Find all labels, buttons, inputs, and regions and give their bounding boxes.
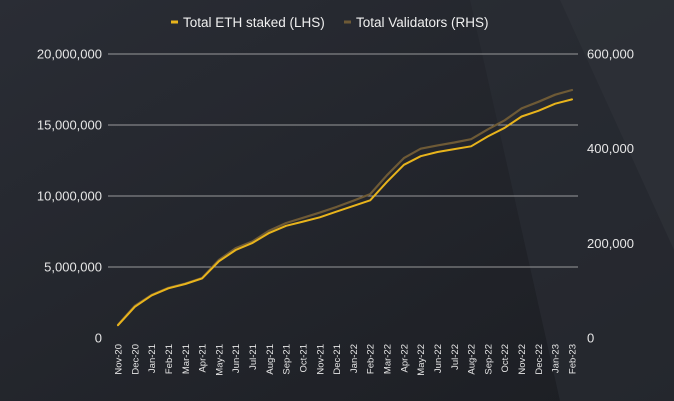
x-tick-label: Jan-21 xyxy=(147,344,158,373)
left-axis: 0 5,000,000 10,000,000 15,000,000 20,000,000 xyxy=(37,47,102,346)
x-tick-label: Jan-22 xyxy=(349,344,360,373)
legend-label: Total ETH staked (LHS) xyxy=(183,15,325,30)
x-tick-label: Nov-20 xyxy=(114,344,125,375)
left-tick-label: 5,000,000 xyxy=(44,260,102,275)
legend: Total ETH staked (LHS) Total Validators (… xyxy=(171,15,489,30)
right-tick-label: 200,000 xyxy=(587,236,634,251)
series-line-eth-staked xyxy=(117,98,573,327)
left-tick-label: 10,000,000 xyxy=(37,189,102,204)
x-tick-label: May-21 xyxy=(214,344,225,376)
right-tick-label: 0 xyxy=(587,331,594,346)
x-tick-label: Dec-21 xyxy=(332,344,343,375)
x-tick-label: Sep-22 xyxy=(483,344,494,375)
x-tick-label: Nov-22 xyxy=(517,344,528,375)
x-tick-label: Mar-21 xyxy=(181,344,192,374)
left-tick-label: 0 xyxy=(95,331,102,346)
left-tick-label: 20,000,000 xyxy=(37,47,102,62)
x-axis: Nov-20 Dec-20 Jan-21 Feb-21 Mar-21 Apr-21 May-… xyxy=(114,344,579,376)
x-tick-label: Aug-21 xyxy=(265,344,276,375)
x-tick-label: Apr-22 xyxy=(399,344,410,373)
right-axis: 0 200,000 400,000 600,000 xyxy=(587,47,634,346)
x-tick-label: Jun-22 xyxy=(433,344,444,373)
right-tick-label: 400,000 xyxy=(587,141,634,156)
x-tick-label: Jan-23 xyxy=(551,344,562,373)
x-tick-label: Nov-21 xyxy=(315,344,326,375)
x-tick-label: Feb-22 xyxy=(366,344,377,374)
x-tick-label: Jul-22 xyxy=(450,344,461,370)
x-tick-label: Oct-22 xyxy=(500,344,511,373)
x-tick-label: Feb-21 xyxy=(164,344,175,374)
background-shape xyxy=(560,0,674,250)
x-tick-label: Jun-21 xyxy=(231,344,242,373)
x-tick-label: Dec-20 xyxy=(130,344,141,375)
x-tick-label: May-22 xyxy=(416,344,427,376)
legend-label: Total Validators (RHS) xyxy=(356,15,489,30)
x-tick-label: Jul-21 xyxy=(248,344,259,370)
grid-lines xyxy=(108,53,578,268)
x-tick-label: Sep-21 xyxy=(282,344,293,375)
x-tick-label: Mar-22 xyxy=(383,344,394,374)
right-tick-label: 600,000 xyxy=(587,47,634,62)
series-lines xyxy=(116,88,574,327)
x-tick-label: Apr-21 xyxy=(198,344,209,373)
x-tick-label: Aug-22 xyxy=(467,344,478,375)
x-tick-label: Oct-21 xyxy=(298,344,309,373)
x-tick-label: Dec-22 xyxy=(534,344,545,375)
x-tick-label: Feb-23 xyxy=(568,344,579,374)
left-tick-label: 15,000,000 xyxy=(37,118,102,133)
